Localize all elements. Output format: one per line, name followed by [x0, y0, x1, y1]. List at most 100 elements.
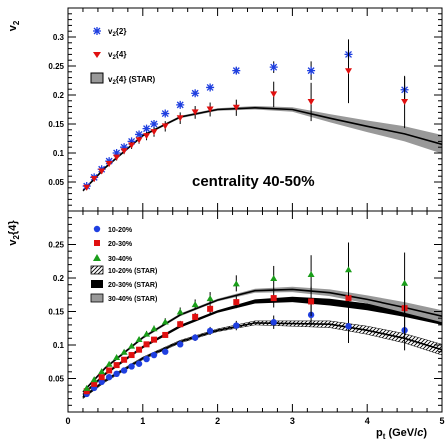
x-axis-label-close: ) [423, 427, 427, 439]
point-v2-2 [191, 89, 200, 98]
legend-label-20-30: 20-30% [108, 241, 133, 248]
legend-marker-30-40 [93, 254, 101, 261]
point-10-20 [150, 351, 158, 359]
point-20-30 [83, 388, 90, 395]
point-30-40 [176, 308, 184, 315]
point-20-30 [113, 362, 120, 369]
bottom-y-axis-label-sub: 2 [12, 235, 21, 240]
y-tick-label: 0.15 [48, 308, 64, 317]
bottom-bands [82, 286, 442, 400]
point-30-40 [345, 266, 352, 273]
point-30-40 [135, 335, 143, 342]
point-20-30 [162, 331, 169, 338]
point-v2-4 [270, 91, 278, 98]
point-v2-2 [232, 66, 241, 75]
point-30-40 [98, 368, 106, 375]
legend-label-v2-4-star-post: {4} (STAR) [116, 75, 156, 84]
top-y-ticks: 0.05 0.1 0.15 0.2 0.25 0.3 [48, 7, 442, 212]
legend-label-10-20: 10-20% [108, 227, 133, 234]
point-v2-4 [105, 161, 113, 168]
point-v2-4 [90, 176, 98, 183]
x-tick-label: 3 [290, 416, 295, 426]
point-v2-2 [135, 130, 144, 139]
point-v2-4 [161, 123, 169, 130]
point-10-20 [177, 341, 184, 348]
point-30-40 [120, 348, 128, 355]
point-20-30 [98, 374, 105, 381]
legend-label-v2-2: v2{2} [108, 27, 126, 38]
point-10-20 [135, 360, 143, 367]
point-30-40 [191, 301, 199, 308]
point-v2-2 [127, 137, 136, 146]
point-10-20 [128, 363, 135, 370]
point-10-20 [113, 370, 120, 378]
y-tick-label: 0.2 [53, 274, 65, 283]
x-tick-label: 0 [65, 416, 70, 426]
point-v2-4 [401, 98, 409, 105]
point-20-30 [192, 313, 199, 320]
x-axis-label: pt (GeV/c) [376, 427, 427, 440]
x-tick-label: 4 [365, 416, 370, 426]
point-v2-4 [307, 98, 315, 105]
top-legend: v2{2} v2{4} v2{4} (STAR) [90, 27, 156, 86]
point-v2-2 [161, 109, 170, 118]
band-10-20-star [82, 320, 442, 400]
top-panel: 0.050.10.150.20.250.3 v2 centrality 40-5… [7, 7, 443, 212]
legend-marker-30-40-star [90, 293, 104, 303]
point-v2-4 [232, 104, 240, 111]
band-line-10-20-star [82, 322, 442, 398]
legend-label-v2-4-star: v2{4} (STAR) [108, 75, 156, 86]
x-tick-label: 1 [140, 416, 145, 426]
y-tick-label: 0.1 [53, 149, 65, 158]
point-20-30 [106, 367, 113, 374]
point-10-20 [162, 348, 169, 355]
point-v2-4 [176, 115, 184, 122]
point-10-20 [270, 319, 277, 326]
legend-label-20-30-star: 20-30% (STAR) [108, 282, 157, 289]
band-20-30-star [83, 296, 442, 396]
point-20-30 [151, 336, 158, 343]
point-20-30 [233, 299, 240, 306]
top-series [82, 39, 409, 191]
y-tick-label: 0.05 [48, 375, 64, 384]
point-30-40 [90, 376, 98, 383]
point-v2-2 [112, 149, 121, 157]
point-20-30 [270, 295, 277, 302]
bottom-y-axis-label-post: {4} [7, 220, 19, 235]
point-v2-4 [128, 142, 136, 149]
top-y-axis-label-sub: 2 [12, 20, 21, 25]
point-30-40 [150, 325, 158, 332]
point-v2-2 [142, 124, 151, 133]
legend-label-10-20-star: 10-20% (STAR) [108, 268, 157, 275]
point-30-40 [206, 295, 214, 302]
top-y-axis-label: v2 [7, 20, 21, 31]
point-30-40 [401, 279, 409, 286]
legend-label-v2-2-main: v [108, 27, 113, 36]
top-y-axis-label-main: v [7, 24, 19, 31]
point-10-20 [206, 327, 214, 335]
y-tick-label: 0.1 [53, 341, 65, 350]
bottom-series [83, 242, 409, 398]
point-10-20 [345, 323, 352, 330]
top-x-ticks [67, 8, 443, 211]
x-axis-label-italic: c [417, 427, 423, 439]
point-20-30 [177, 321, 184, 328]
point-v2-4 [143, 133, 151, 140]
legend-label-v2-4-star-sub: 2 [112, 80, 116, 86]
point-v2-4 [83, 184, 91, 191]
legend-marker-10-20-star [90, 265, 104, 275]
y-tick-label: 0.3 [53, 33, 65, 42]
legend-label-v2-4: v2{4} [108, 50, 126, 61]
point-v2-4 [113, 154, 121, 161]
legend-marker-v2-4 [93, 52, 101, 58]
point-v2-4 [206, 106, 214, 113]
bottom-y-axis-label: v2{4} [7, 220, 21, 246]
y-tick-label: 0.25 [48, 241, 64, 250]
point-v2-2 [176, 100, 185, 109]
point-v2-4 [120, 148, 128, 155]
point-v2-2 [206, 83, 215, 92]
legend-label-v2-2-sub: 2 [112, 32, 116, 38]
point-10-20 [105, 373, 113, 381]
point-v2-4 [150, 129, 158, 136]
